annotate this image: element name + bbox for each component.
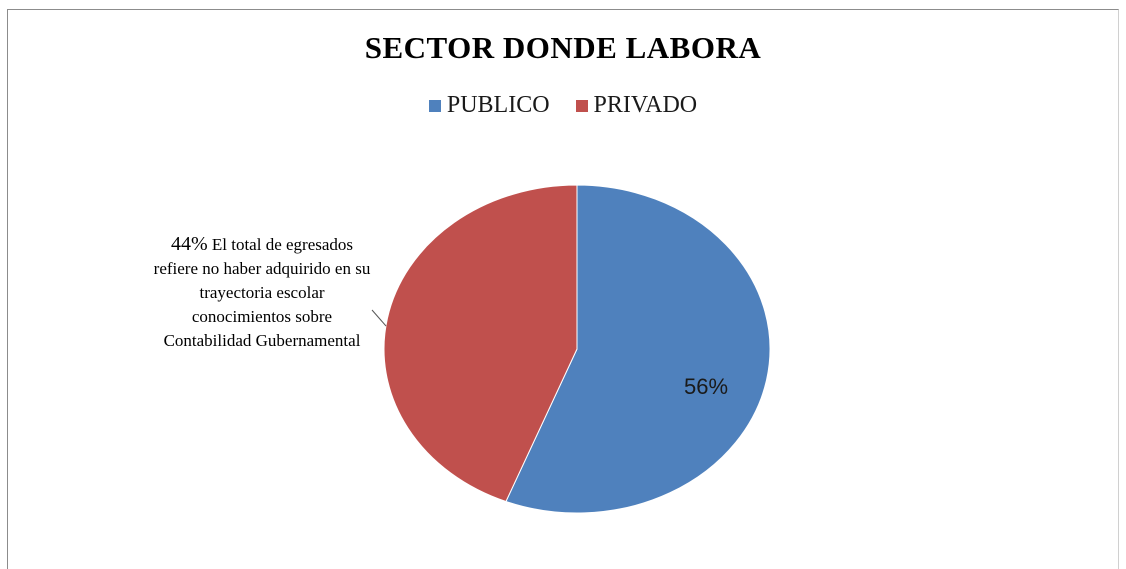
legend: PUBLICO PRIVADO bbox=[0, 92, 1126, 119]
pie-slice-privado bbox=[383, 184, 578, 503]
legend-label-publico: PUBLICO bbox=[446, 92, 550, 118]
pie-slice-publico bbox=[505, 184, 771, 514]
legend-swatch-privado bbox=[575, 99, 588, 112]
privado-description-label: El total de egresados refiere no haber a… bbox=[153, 235, 371, 350]
leader-line bbox=[371, 309, 387, 327]
legend-label-privado: PRIVADO bbox=[593, 92, 698, 118]
privado-percent-label: 44% bbox=[170, 233, 208, 255]
legend-item-privado: PRIVADO bbox=[575, 92, 698, 119]
legend-swatch-publico bbox=[428, 99, 441, 112]
legend-item-publico: PUBLICO bbox=[428, 92, 550, 119]
privado-data-label: 44% El total de egresados refiere no hab… bbox=[150, 232, 374, 353]
publico-percent-label: 56% bbox=[684, 374, 729, 399]
chart-title: SECTOR DONDE LABORA bbox=[364, 30, 762, 65]
